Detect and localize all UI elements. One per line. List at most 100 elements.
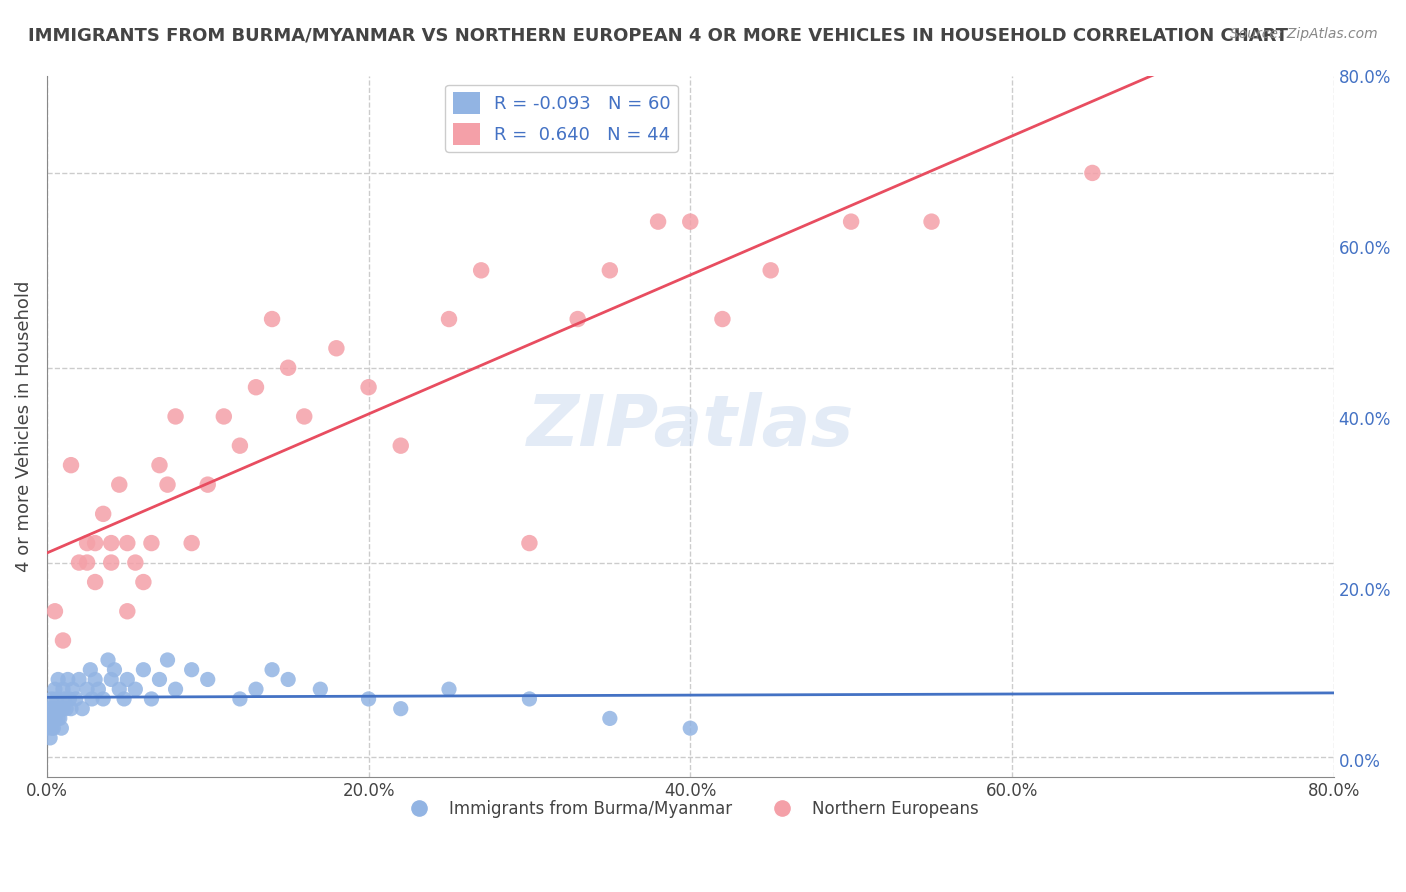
Point: [262, 312, 284, 326]
Text: Source: ZipAtlas.com: Source: ZipAtlas.com: [1230, 27, 1378, 41]
Point: [132, 575, 155, 590]
Point: [55, 701, 77, 715]
Point: [148, 458, 170, 472]
Point: [262, 663, 284, 677]
Point: [108, 682, 131, 697]
Point: [80, 692, 103, 706]
Point: [37, 711, 59, 725]
Point: [679, 214, 702, 228]
Point: [97, 653, 120, 667]
Point: [229, 692, 252, 706]
Point: [156, 477, 179, 491]
Point: [41, 721, 63, 735]
Point: [292, 409, 315, 424]
Point: [39, 701, 62, 715]
Point: [309, 682, 332, 697]
Point: [56, 673, 79, 687]
Point: [84, 536, 107, 550]
Point: [49, 701, 72, 715]
Point: [180, 536, 202, 550]
Point: [44, 604, 66, 618]
Point: [679, 721, 702, 735]
Point: [759, 263, 782, 277]
Point: [39, 731, 62, 745]
Point: [711, 312, 734, 326]
Point: [197, 477, 219, 491]
Point: [470, 263, 492, 277]
Point: [357, 692, 380, 706]
Point: [141, 692, 163, 706]
Point: [45, 692, 67, 706]
Legend: Immigrants from Burma/Myanmar, Northern Europeans: Immigrants from Burma/Myanmar, Northern …: [395, 793, 986, 824]
Point: [437, 682, 460, 697]
Point: [84, 575, 107, 590]
Point: [45, 701, 67, 715]
Point: [72, 701, 94, 715]
Point: [245, 380, 267, 394]
Point: [437, 312, 460, 326]
Point: [357, 380, 380, 394]
Point: [91, 692, 114, 706]
Y-axis label: 4 or more Vehicles in Household: 4 or more Vehicles in Household: [15, 280, 32, 572]
Point: [277, 360, 299, 375]
Point: [1081, 166, 1104, 180]
Point: [839, 214, 862, 228]
Point: [35, 721, 58, 735]
Point: [79, 663, 101, 677]
Point: [277, 673, 299, 687]
Point: [84, 673, 107, 687]
Point: [567, 312, 589, 326]
Point: [52, 682, 75, 697]
Point: [389, 701, 412, 715]
Point: [67, 556, 90, 570]
Point: [124, 556, 146, 570]
Point: [519, 692, 541, 706]
Point: [325, 341, 347, 355]
Point: [49, 711, 72, 725]
Point: [180, 663, 202, 677]
Point: [44, 682, 66, 697]
Point: [52, 633, 75, 648]
Point: [46, 673, 69, 687]
Point: [100, 556, 122, 570]
Point: [51, 721, 73, 735]
Point: [103, 663, 125, 677]
Point: [108, 477, 131, 491]
Point: [91, 507, 114, 521]
Point: [132, 663, 155, 677]
Point: [76, 682, 98, 697]
Point: [599, 263, 621, 277]
Text: IMMIGRANTS FROM BURMA/MYANMAR VS NORTHERN EUROPEAN 4 OR MORE VEHICLES IN HOUSEHO: IMMIGRANTS FROM BURMA/MYANMAR VS NORTHER…: [28, 27, 1288, 45]
Point: [100, 673, 122, 687]
Point: [41, 692, 63, 706]
Point: [124, 682, 146, 697]
Point: [112, 692, 135, 706]
Point: [156, 653, 179, 667]
Point: [212, 409, 235, 424]
Point: [58, 692, 80, 706]
Point: [165, 682, 187, 697]
Point: [100, 536, 122, 550]
Point: [41, 711, 63, 725]
Point: [42, 721, 65, 735]
Text: ZIPatlas: ZIPatlas: [527, 392, 853, 460]
Point: [141, 536, 163, 550]
Point: [60, 701, 83, 715]
Point: [599, 711, 621, 725]
Point: [519, 536, 541, 550]
Point: [245, 682, 267, 697]
Point: [53, 692, 76, 706]
Point: [62, 682, 84, 697]
Point: [46, 711, 69, 725]
Point: [148, 673, 170, 687]
Point: [197, 673, 219, 687]
Point: [117, 604, 139, 618]
Point: [921, 214, 943, 228]
Point: [117, 673, 139, 687]
Point: [229, 439, 252, 453]
Point: [76, 536, 98, 550]
Point: [389, 439, 412, 453]
Point: [52, 701, 75, 715]
Point: [76, 556, 98, 570]
Point: [44, 711, 66, 725]
